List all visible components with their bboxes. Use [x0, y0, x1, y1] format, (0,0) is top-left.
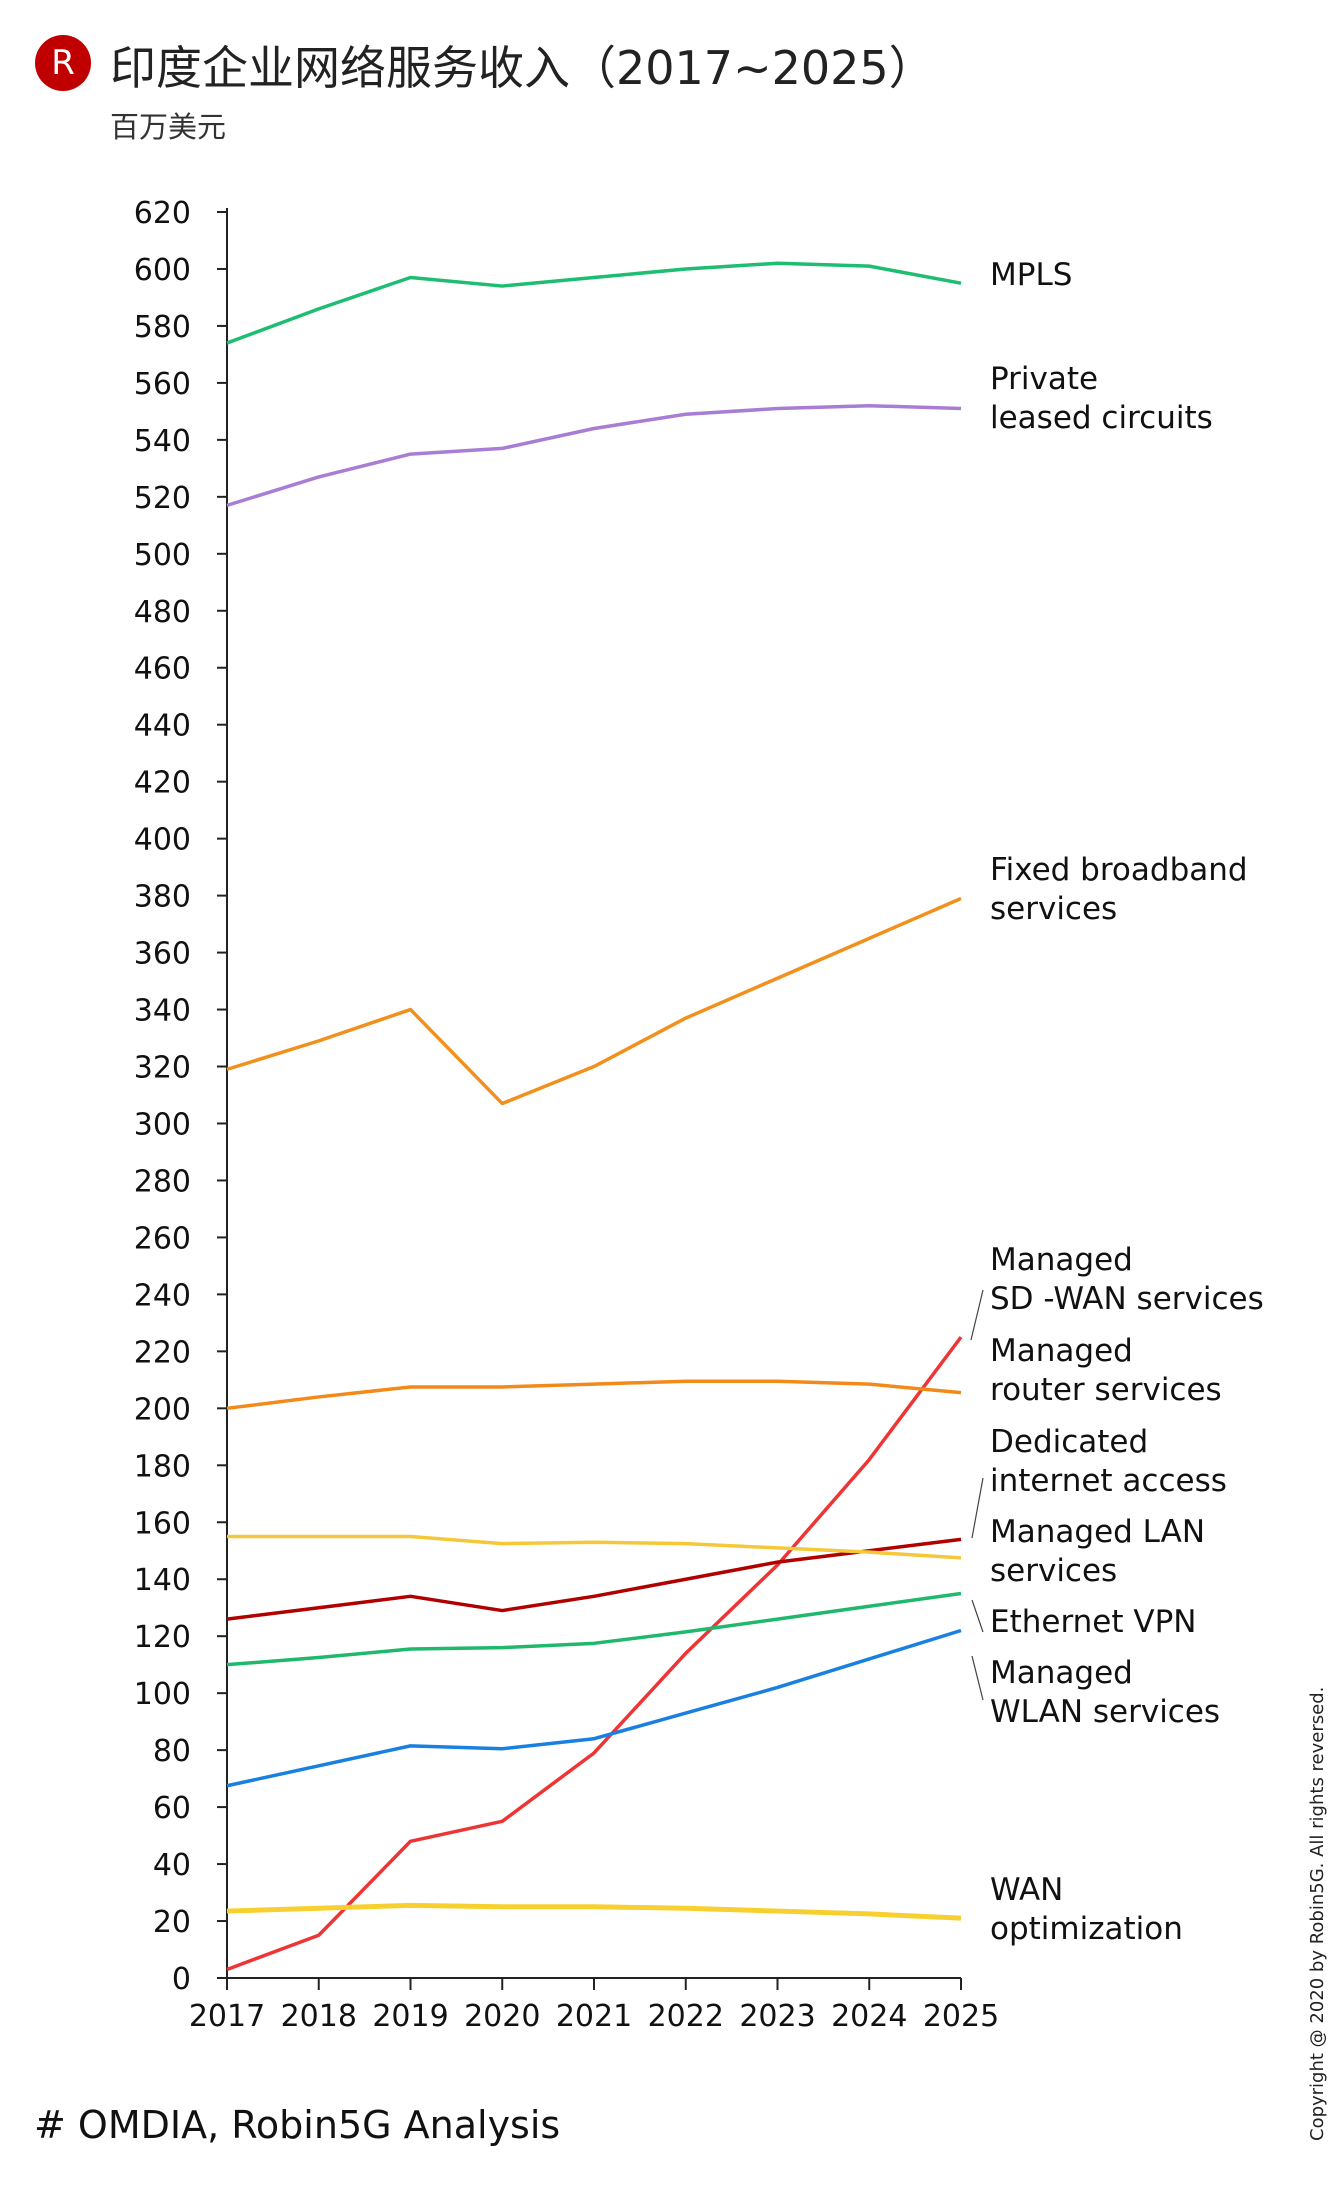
series-label: Fixed broadband services	[990, 852, 1248, 927]
y-tick-label: 600	[134, 253, 191, 288]
y-tick-label: 520	[134, 481, 191, 516]
y-tick-label: 200	[134, 1392, 191, 1427]
y-tick-label: 580	[134, 310, 191, 345]
x-tick-label: 2020	[464, 1999, 540, 2034]
x-tick-label: 2025	[923, 1999, 999, 2034]
y-tick-label: 340	[134, 994, 191, 1029]
y-tick-label: 260	[134, 1221, 191, 1256]
y-tick-label: 120	[134, 1620, 191, 1655]
series-label: Dedicated internet access	[990, 1424, 1227, 1499]
series-line-mpls	[226, 261, 962, 345]
y-tick-label: 460	[134, 652, 191, 687]
y-tick-label: 20	[153, 1905, 191, 1940]
series-label: Managed WLAN services	[990, 1655, 1220, 1730]
x-tick-label: 2018	[281, 1999, 357, 2034]
y-tick-label: 440	[134, 709, 191, 744]
series-label: MPLS	[990, 257, 1072, 293]
series-label: Ethernet VPN	[990, 1604, 1196, 1640]
y-tick-label: 620	[134, 196, 191, 231]
y-tick-label: 400	[134, 823, 191, 858]
leader-line	[971, 1655, 984, 1701]
series-line-managed-sd-wan-services	[226, 1336, 963, 1972]
x-tick-label: 2022	[648, 1999, 724, 2034]
series-label: Managed LAN services	[990, 1514, 1205, 1589]
chart-unit-subtitle: 百万美元	[110, 110, 227, 144]
source-note: # OMDIA, Robin5G Analysis	[34, 2103, 561, 2147]
y-tick-label: 220	[134, 1335, 191, 1370]
y-tick-label: 500	[134, 538, 191, 573]
y-tick-label: 280	[134, 1164, 191, 1199]
y-tick-label: 480	[134, 595, 191, 630]
y-tick-label: 380	[134, 880, 191, 915]
series-line-managed-wlan-services	[226, 1628, 962, 1788]
y-tick-label: 140	[134, 1563, 191, 1598]
brand-logo: R	[35, 35, 91, 91]
y-tick-label: 360	[134, 937, 191, 972]
y-tick-label: 420	[134, 766, 191, 801]
y-tick-label: 100	[134, 1677, 191, 1712]
series-label: WAN optimization	[990, 1872, 1183, 1947]
leader-line	[971, 1599, 984, 1633]
y-tick-label: 180	[134, 1449, 191, 1484]
leader-line	[970, 1289, 984, 1341]
y-tick-label: 300	[134, 1107, 191, 1142]
y-tick-label: 60	[153, 1791, 191, 1826]
x-tick-label: 2023	[739, 1999, 815, 2034]
x-tick-label: 2024	[831, 1999, 907, 2034]
y-tick-label: 80	[153, 1734, 191, 1769]
y-tick-label: 320	[134, 1051, 191, 1086]
y-tick-label: 240	[134, 1278, 191, 1313]
y-tick-label: 160	[134, 1506, 191, 1541]
y-tick-label: 0	[172, 1962, 191, 1997]
x-tick-label: 2021	[556, 1999, 632, 2034]
x-tick-label: 2017	[189, 1999, 265, 2034]
leader-line	[971, 1477, 984, 1539]
series-line-fixed-broadband-services	[226, 896, 962, 1106]
copyright-note: Copyright @ 2020 by Robin5G. All rights …	[1307, 1686, 1328, 2141]
series-line-managed-router-services	[226, 1379, 962, 1411]
x-tick-label: 2019	[372, 1999, 448, 2034]
y-tick-label: 540	[134, 424, 191, 459]
series-label: Managed SD -WAN services	[990, 1242, 1264, 1317]
series-label: Private leased circuits	[990, 361, 1213, 436]
y-tick-label: 560	[134, 367, 191, 402]
y-tick-label: 40	[153, 1848, 191, 1883]
chart-title: 印度企业网络服务收入（2017~2025）	[110, 41, 935, 95]
series-label: Managed router services	[990, 1333, 1222, 1408]
series-line-private-leased-circuits	[226, 403, 962, 508]
